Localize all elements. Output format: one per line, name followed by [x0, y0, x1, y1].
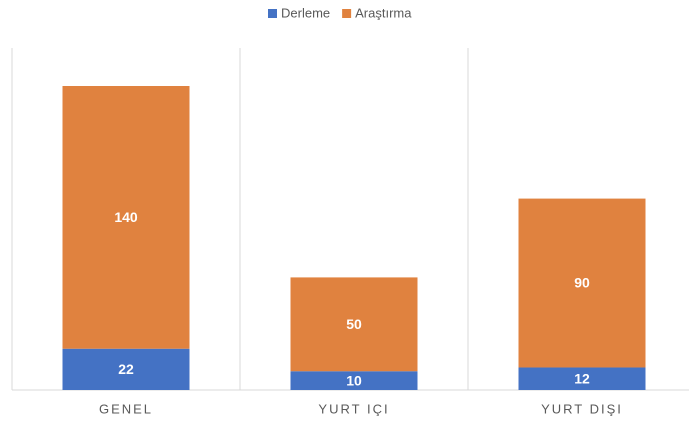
- bar-segment: [62, 348, 190, 390]
- data-label: 90: [574, 275, 590, 291]
- data-label: 140: [114, 209, 138, 225]
- data-label: 22: [118, 361, 134, 377]
- x-tick-label: YURT IÇI: [318, 401, 389, 416]
- legend-label: Araştırma: [355, 5, 412, 20]
- data-label: 12: [574, 370, 590, 386]
- bar-segment: [518, 198, 646, 368]
- legend-swatch: [342, 9, 352, 18]
- bar-segment: [290, 371, 418, 390]
- legend-swatch: [268, 9, 277, 18]
- legend-label: Derleme: [281, 5, 330, 20]
- x-tick-label: GENEL: [99, 401, 153, 416]
- x-tick-label: YURT DIŞI: [541, 401, 623, 416]
- bar-segment: [290, 277, 418, 372]
- bar-segment: [518, 367, 646, 390]
- bar-segment: [62, 86, 190, 349]
- data-label: 50: [346, 316, 362, 332]
- data-label: 10: [346, 372, 362, 388]
